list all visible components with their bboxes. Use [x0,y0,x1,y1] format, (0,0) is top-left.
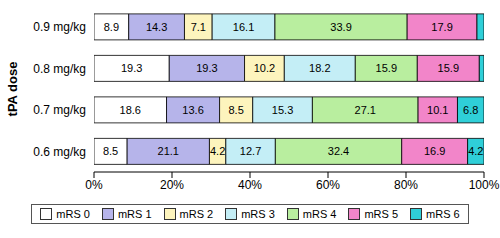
svg-text:18.2: 18.2 [309,62,330,74]
svg-text:0.7 mg/kg: 0.7 mg/kg [33,103,86,117]
html-text:mRS 2: mRS 2 [179,208,214,220]
svg-text:8.5: 8.5 [103,145,118,157]
svg-text:18.6: 18.6 [120,104,141,116]
svg-text:13.6: 13.6 [182,104,203,116]
svg-text:15.9: 15.9 [376,62,397,74]
svg-text:20%: 20% [160,178,184,192]
svg-text:4.2: 4.2 [468,145,483,157]
svg-text:33.9: 33.9 [330,21,351,33]
svg-text:0.6 mg/kg: 0.6 mg/kg [33,145,86,159]
svg-text:16.1: 16.1 [233,21,254,33]
svg-text:32.4: 32.4 [328,145,349,157]
svg-text:15.3: 15.3 [272,104,293,116]
svg-text:60%: 60% [316,178,340,192]
svg-text:80%: 80% [394,178,418,192]
svg-text:15.9: 15.9 [438,62,459,74]
html-text:mRS 5: mRS 5 [364,208,399,220]
html-text:mRS 3: mRS 3 [241,208,275,220]
svg-text:10.2: 10.2 [254,62,275,74]
svg-text:10.1: 10.1 [427,104,448,116]
svg-text:14.3: 14.3 [146,21,167,33]
svg-text:0.8 mg/kg: 0.8 mg/kg [33,62,86,76]
svg-text:4.2: 4.2 [210,145,225,157]
svg-text:100%: 100% [469,178,500,192]
svg-text:tPA dose: tPA dose [5,62,20,117]
svg-text:7.1: 7.1 [191,21,206,33]
html-text:mRS 1: mRS 1 [117,208,152,220]
svg-text:21.1: 21.1 [158,145,179,157]
svg-text:17.9: 17.9 [431,21,452,33]
svg-text:8.9: 8.9 [104,21,119,33]
html-text:mRS 6: mRS 6 [426,208,460,220]
svg-text:19.3: 19.3 [121,62,142,74]
svg-text:16.9: 16.9 [424,145,445,157]
svg-text:0%: 0% [85,178,103,192]
html-text:mRS 4: mRS 4 [302,208,337,220]
svg-text:12.7: 12.7 [240,145,261,157]
svg-text:27.1: 27.1 [355,104,376,116]
svg-text:19.3: 19.3 [196,62,217,74]
svg-text:6.8: 6.8 [463,104,478,116]
html-text:mRS 0: mRS 0 [56,208,90,220]
svg-text:8.5: 8.5 [229,104,244,116]
svg-text:0.9 mg/kg: 0.9 mg/kg [33,20,86,34]
svg-text:40%: 40% [238,178,262,192]
